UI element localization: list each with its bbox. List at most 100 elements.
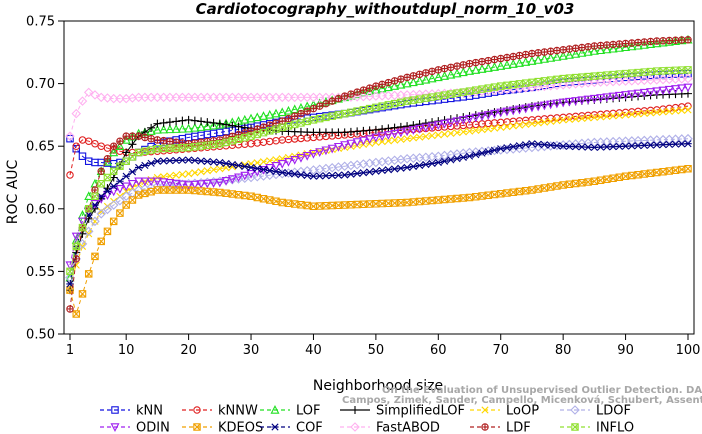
- data-point-fastabod: [65, 131, 75, 141]
- data-point-odin: [602, 93, 612, 103]
- data-point-kdeos: [109, 217, 118, 226]
- data-point-fastabod: [146, 92, 156, 103]
- data-point-odin: [184, 181, 194, 191]
- data-point-kdeos: [578, 179, 586, 187]
- series-cof: [66, 140, 692, 288]
- data-point-loop: [684, 106, 692, 114]
- data-point-loop: [615, 111, 623, 119]
- data-point-cof: [378, 166, 386, 175]
- x-tick-label: 40: [305, 343, 322, 358]
- data-point-kdeos: [128, 196, 137, 204]
- data-point-cof: [484, 148, 492, 156]
- data-point-ldf: [159, 137, 168, 145]
- data-point-kdeos: [116, 209, 124, 217]
- data-point-lof: [446, 69, 456, 79]
- data-point-kdeos: [465, 193, 474, 202]
- data-point-loop: [609, 112, 617, 120]
- data-point-lof: [596, 45, 606, 55]
- legend-marker-knnw: [193, 406, 201, 414]
- data-point-lof: [390, 81, 400, 90]
- data-point-ldf: [272, 119, 280, 127]
- data-point-odin: [171, 179, 181, 189]
- data-point-cof: [134, 163, 143, 172]
- x-tick-label: 60: [430, 343, 447, 358]
- data-point-ldf: [303, 107, 311, 115]
- data-point-loop: [659, 108, 667, 116]
- data-point-odin: [165, 179, 175, 188]
- data-point-ldf: [297, 109, 305, 118]
- data-point-cof: [640, 141, 649, 150]
- data-point-inflo: [353, 107, 361, 115]
- data-point-ldf: [515, 51, 524, 60]
- data-point-odin: [627, 90, 637, 100]
- data-point-ldf: [166, 137, 174, 146]
- data-point-ldf: [571, 44, 580, 52]
- data-point-lof: [252, 112, 262, 122]
- y-tick-label: 0.60: [26, 202, 55, 217]
- data-point-inflo: [490, 83, 499, 91]
- data-point-odin: [321, 146, 331, 156]
- legend-marker-fastabod: [350, 422, 360, 432]
- data-point-inflo: [309, 116, 318, 124]
- data-point-odin: [340, 141, 350, 150]
- data-point-cof: [303, 171, 311, 180]
- data-point-odin: [358, 136, 368, 146]
- data-point-odin: [159, 178, 169, 188]
- data-point-kdeos: [646, 169, 655, 177]
- data-point-ldf: [428, 67, 436, 76]
- data-point-inflo: [334, 111, 343, 119]
- data-point-odin: [683, 83, 693, 93]
- data-point-kdeos: [596, 176, 605, 185]
- data-point-loop: [172, 171, 180, 179]
- data-point-lof: [589, 46, 599, 55]
- data-point-odin: [371, 133, 381, 143]
- data-point-odin: [539, 101, 549, 111]
- data-point-odin: [121, 182, 131, 192]
- watermark-line-1: Campos, Zimek, Sander, Campello, Micenko…: [342, 394, 702, 406]
- data-point-inflo: [528, 78, 536, 87]
- data-point-odin: [227, 175, 237, 185]
- data-point-odin: [271, 161, 281, 171]
- data-point-cof: [178, 156, 187, 164]
- data-point-inflo: [459, 88, 468, 96]
- data-point-odin: [621, 91, 631, 100]
- data-point-lof: [658, 37, 668, 47]
- data-point-ldf: [141, 133, 149, 142]
- data-point-odin: [552, 99, 562, 109]
- data-point-simplifiedlof: [172, 117, 181, 126]
- data-point-lof: [558, 51, 568, 60]
- data-point-fastabod: [208, 92, 219, 103]
- data-point-inflo: [378, 102, 386, 110]
- data-point-cof: [184, 156, 193, 164]
- data-point-ldf: [103, 155, 112, 163]
- data-point-cof: [159, 157, 168, 165]
- series-line-loop: [69, 109, 689, 285]
- data-point-cof: [203, 157, 212, 166]
- data-point-simplifiedlof: [228, 121, 237, 130]
- data-point-inflo: [422, 94, 430, 102]
- data-point-odin: [596, 94, 606, 103]
- legend-label-knn: kNN: [136, 404, 163, 419]
- data-point-kdeos: [609, 174, 617, 183]
- data-point-kdeos: [640, 170, 649, 178]
- data-point-ldf: [315, 102, 324, 110]
- data-point-inflo: [659, 67, 667, 75]
- data-point-fastabod: [252, 92, 263, 103]
- data-point-cof: [390, 165, 399, 173]
- data-point-cof: [222, 159, 230, 168]
- data-point-kdeos: [671, 166, 680, 174]
- data-point-kdeos: [472, 193, 480, 201]
- data-point-ldf: [447, 63, 455, 71]
- data-point-inflo: [509, 80, 517, 89]
- data-point-odin: [290, 155, 300, 165]
- data-point-cof: [540, 141, 549, 149]
- data-point-kdeos: [484, 191, 492, 200]
- data-point-loop: [465, 127, 474, 135]
- data-point-lof: [202, 121, 212, 131]
- data-point-inflo: [91, 192, 99, 201]
- data-point-fastabod: [71, 108, 82, 119]
- data-point-cof: [365, 168, 374, 176]
- data-point-loop: [653, 108, 661, 116]
- data-point-loop: [440, 130, 449, 138]
- data-point-ldof: [96, 209, 106, 219]
